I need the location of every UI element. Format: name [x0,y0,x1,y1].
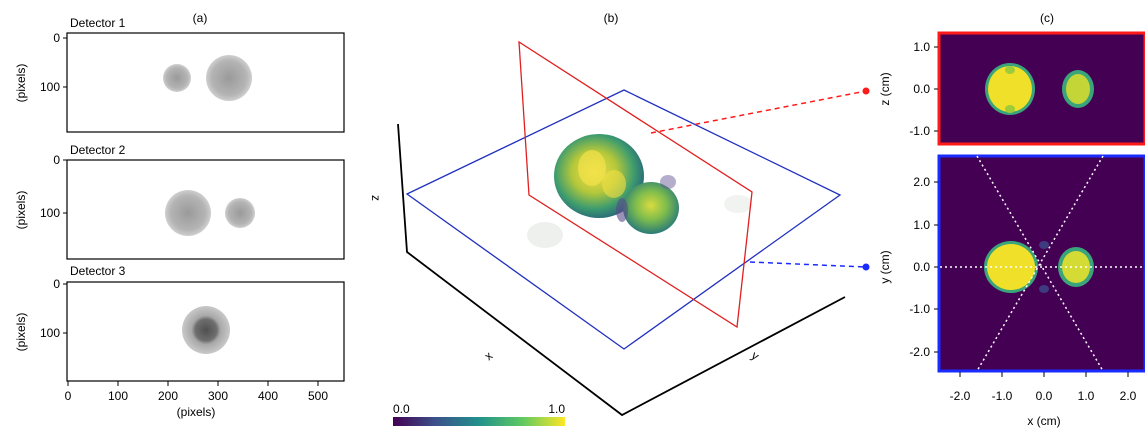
panel-a-xtick: 400 [258,389,278,403]
connector-xz [650,90,867,134]
panel-a-xtick: 200 [158,389,178,403]
xy-plane [405,89,842,350]
detector-2-blob-small [225,198,255,228]
slice-xy-xtick: 2.0 [1120,389,1137,403]
sphere-small [623,182,679,234]
detector-1-plot: Detector 1 0 100 (pixels) [14,16,345,133]
detector-3-title: Detector 3 [70,264,126,278]
axis-y-label: y [749,348,762,363]
detector-2-ylabel: (pixels) [14,191,28,230]
slice-xz-ytick: 0.0 [913,82,930,96]
colorbar-min-label: 0.0 [393,402,410,416]
panel-a-xlabel: (pixels) [177,405,216,419]
connector-xy [749,261,867,268]
detector-3-plot: Detector 3 0 100 (pixels) 0 100 200 300 … [14,264,345,419]
slice-xz-ylabel: z (cm) [878,72,892,105]
slice-xy-ytick: 1.0 [913,218,930,232]
panel-a-xtick: 300 [208,389,228,403]
xz-plane [518,40,753,329]
detector-3-ytick-0: 0 [53,277,60,291]
slice-xz: 1.0 0.0 -1.0 z (cm) [878,31,1145,146]
panel-b-label: (b) [604,11,619,25]
slice-xy-ylabel: y (cm) [878,250,892,283]
slice-xy-xtick: 1.0 [1078,389,1095,403]
detector-3-ytick-100: 100 [40,326,60,340]
detector-1-ytick-0: 0 [53,31,60,45]
axes-3d [397,123,846,417]
slice-xy-ytick: -2.0 [909,345,930,359]
colorbar-max-label: 1.0 [548,402,565,416]
slice-xy-xtick: -2.0 [950,389,971,403]
slice-xy-ytick: -1.0 [909,302,930,316]
slice-xy-xtick: 0.0 [1036,389,1053,403]
volume-render-3d: z x y 0.0 1.0 [369,40,870,426]
detector-1-frame [66,32,345,133]
panel-a-xtick: 0 [65,389,72,403]
axis-x-label: x [482,349,496,364]
slice-xz-border [937,31,1145,146]
slice-xz-ytick: 1.0 [913,40,930,54]
slice-xz-ytick: -1.0 [909,124,930,138]
detector-1-blob-small [163,64,191,92]
detector-1-blob-large [206,55,252,101]
detector-1-ytick-100: 100 [40,80,60,94]
detector-2-title: Detector 2 [70,143,126,157]
panel-a-xtick: 100 [108,389,128,403]
detector-1-ylabel: (pixels) [14,64,28,103]
slice-xy-xlabel: x (cm) [1027,414,1060,428]
slice-xy-xtick: -1.0 [992,389,1013,403]
slice-xy-background [938,155,1145,372]
panel-a-xtick: 500 [308,389,328,403]
axis-z-label: z [369,195,383,201]
panel-a-label: (a) [193,11,208,25]
slice-xy-ytick: 2.0 [913,175,930,189]
colorbar [393,417,565,426]
detector-2-ytick-0: 0 [53,153,60,167]
slice-xy: 2.0 1.0 0.0 -1.0 -2.0 y (cm) -2.0 -1.0 0… [878,154,1145,428]
detector-2-blob-large [165,190,211,236]
panel-c-label: (c) [1040,11,1054,25]
detector-3-blob-overlap [182,306,230,354]
slice-xz-background [938,32,1145,145]
detector-3-ylabel: (pixels) [14,313,28,352]
slice-xy-border [937,154,1145,373]
detector-2-ytick-100: 100 [40,206,60,220]
projection-lines [940,155,1143,372]
detector-2-plot: Detector 2 0 100 (pixels) [14,143,345,260]
slice-xy-ytick: 0.0 [913,260,930,274]
detector-1-title: Detector 1 [70,16,126,30]
